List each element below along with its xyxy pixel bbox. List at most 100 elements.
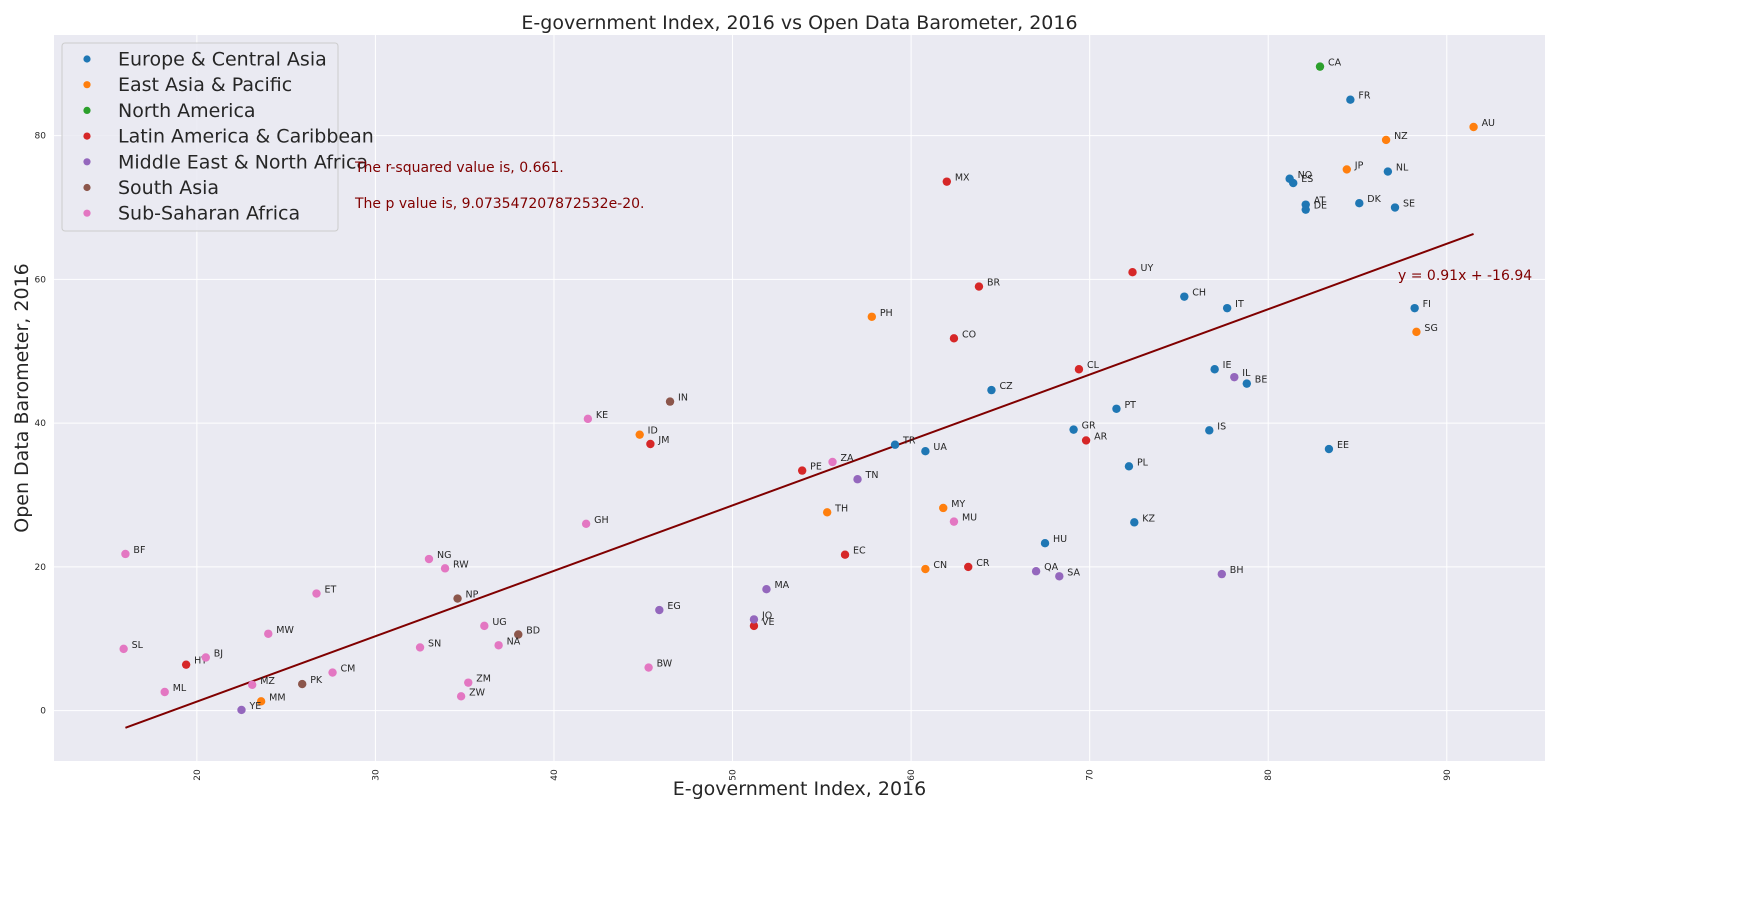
point-label: FI: [1423, 299, 1431, 310]
point-label: CL: [1087, 360, 1100, 371]
data-point: [1128, 268, 1137, 277]
data-point: [1130, 518, 1139, 527]
data-point: [583, 414, 593, 424]
x-tick-label: 90: [1443, 769, 1453, 781]
data-point: [581, 519, 591, 528]
point-label: VE: [762, 617, 775, 628]
data-point: [328, 668, 337, 677]
data-point: [655, 605, 664, 615]
p-value-annotation: The p value is, 9.073547207872532e-20.: [354, 196, 645, 212]
legend-marker: [83, 55, 91, 63]
data-point: [949, 334, 959, 343]
data-point: [415, 643, 425, 652]
x-tick-label: 70: [1086, 769, 1096, 781]
point-label: IN: [678, 393, 688, 404]
data-point: [749, 621, 759, 631]
data-point: [1301, 205, 1310, 214]
x-axis-label: E-government Index, 2016: [673, 778, 926, 800]
point-label: HT: [194, 656, 207, 667]
point-label: NL: [1396, 163, 1409, 174]
point-label: SA: [1067, 567, 1080, 578]
legend-entry: East Asia & Pacific: [118, 74, 292, 96]
point-label: ID: [648, 426, 658, 437]
data-point: [453, 594, 462, 603]
data-point: [1342, 165, 1351, 174]
data-point: [298, 679, 307, 689]
x-tick-label: 30: [371, 769, 381, 781]
legend-frame: [61, 42, 339, 232]
data-point: [1242, 379, 1252, 388]
data-point: [1315, 62, 1325, 71]
point-label: CO: [962, 329, 976, 340]
data-point: [974, 282, 984, 291]
data-point: [644, 663, 653, 672]
data-point: [797, 466, 807, 475]
x-tick-label: 20: [193, 769, 203, 781]
legend-entry: North America: [118, 100, 256, 122]
point-label: CH: [1192, 288, 1206, 299]
chart-title: E-government Index, 2016 vs Open Data Ba…: [521, 12, 1077, 34]
point-label: CR: [976, 558, 990, 569]
point-label: GR: [1082, 421, 1096, 432]
point-label: BJ: [214, 648, 223, 659]
point-label: ZW: [469, 687, 486, 698]
y-tick-label: 20: [35, 563, 47, 573]
point-label: CA: [1328, 58, 1342, 69]
point-label: JP: [1354, 160, 1364, 171]
point-label: ET: [324, 585, 336, 596]
data-point: [1222, 303, 1232, 313]
point-label: MW: [276, 625, 294, 636]
y-tick-label: 40: [35, 419, 47, 429]
data-point: [248, 680, 257, 690]
data-point: [942, 177, 952, 186]
data-point: [1410, 303, 1419, 313]
data-point: [949, 517, 959, 526]
data-point: [635, 430, 644, 439]
data-point: [1124, 462, 1134, 471]
x-tick-label: 40: [550, 769, 560, 781]
data-point: [867, 312, 877, 321]
point-label: EC: [853, 546, 866, 557]
point-label: SN: [428, 638, 441, 649]
point-label: ZA: [841, 453, 855, 464]
data-point: [921, 446, 930, 456]
point-label: GH: [594, 515, 609, 526]
point-label: MZ: [260, 676, 275, 687]
point-label: MX: [955, 173, 970, 184]
x-tick-label: 50: [729, 769, 739, 781]
point-label: IS: [1217, 421, 1226, 432]
point-label: IL: [1242, 368, 1251, 379]
point-label: UG: [492, 617, 506, 628]
point-label: KZ: [1142, 513, 1155, 524]
point-label: UA: [933, 442, 947, 453]
data-point: [822, 508, 832, 517]
point-label: SG: [1424, 323, 1437, 334]
data-point: [1324, 444, 1334, 454]
point-label: BE: [1255, 375, 1268, 386]
point-label: TR: [902, 436, 916, 447]
point-label: NZ: [1394, 131, 1408, 142]
legend-entry: Sub-Saharan Africa: [118, 203, 300, 225]
point-label: PL: [1137, 457, 1149, 468]
point-label: UY: [1141, 263, 1154, 274]
point-label: IT: [1235, 299, 1244, 310]
data-point: [121, 549, 130, 559]
data-point: [160, 687, 169, 697]
point-label: BH: [1230, 565, 1244, 576]
data-point: [456, 692, 466, 701]
y-axis-label: Open Data Barometer, 2016: [11, 263, 33, 532]
point-label: FR: [1358, 91, 1370, 102]
data-point: [264, 629, 273, 638]
point-label: YE: [248, 701, 261, 712]
data-point: [480, 621, 489, 631]
point-label: BD: [526, 625, 540, 636]
data-point: [1469, 122, 1478, 132]
point-label: PH: [880, 308, 893, 319]
point-label: KE: [596, 410, 608, 421]
legend-entry: Europe & Central Asia: [118, 49, 327, 71]
point-label: ES: [1301, 174, 1313, 185]
point-label: SE: [1403, 199, 1415, 210]
point-label: MY: [951, 499, 965, 510]
point-label: HU: [1053, 534, 1067, 545]
